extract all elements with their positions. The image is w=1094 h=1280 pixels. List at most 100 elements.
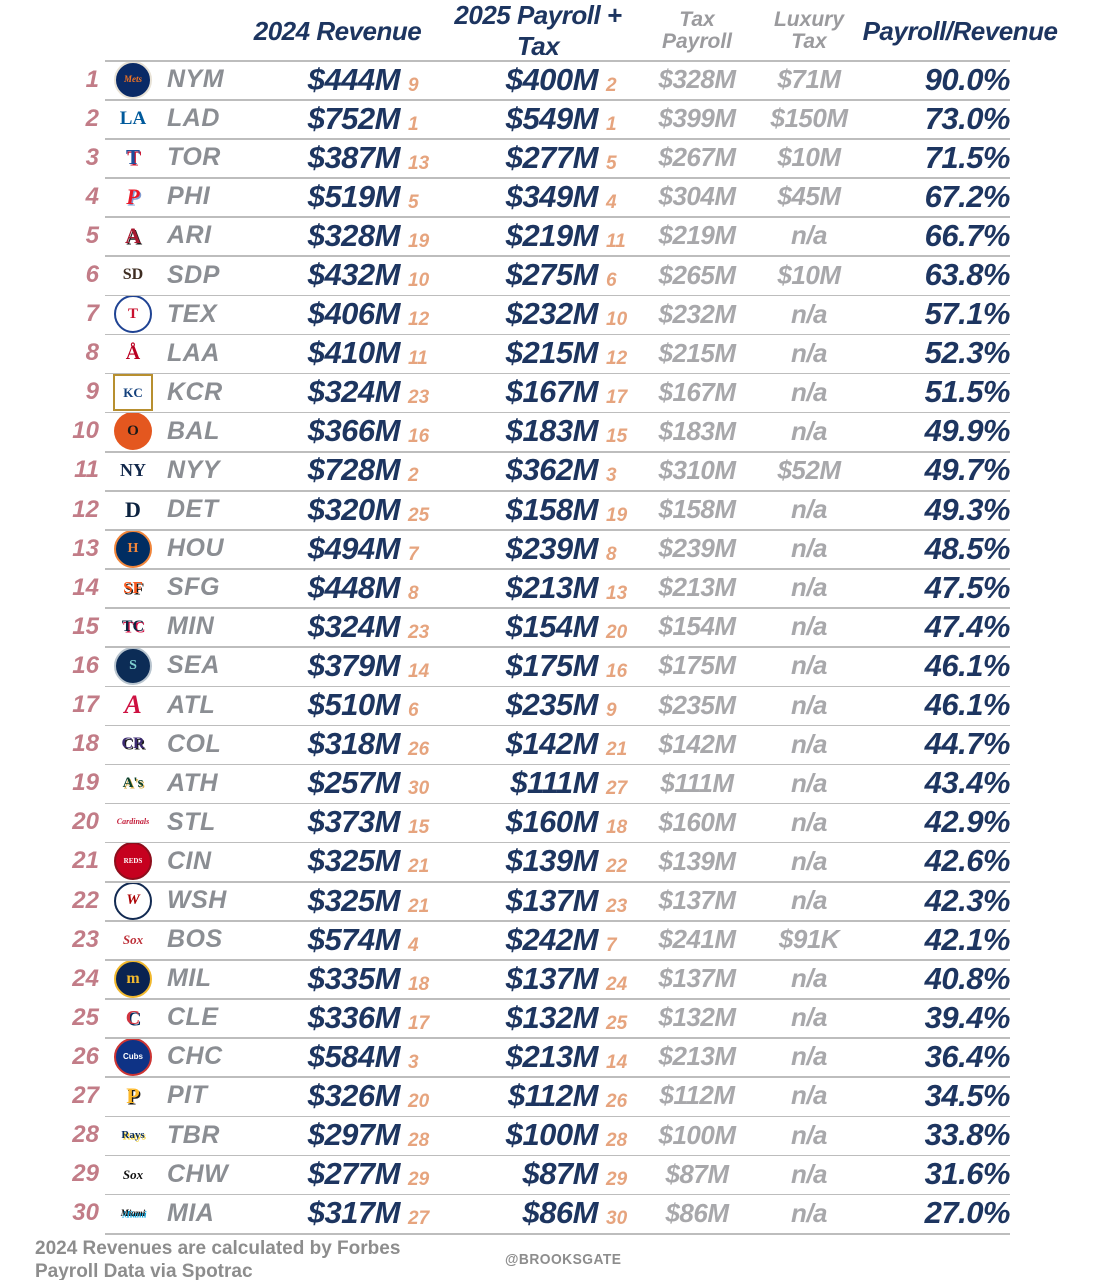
payroll-revenue-ratio: 52.3%: [924, 335, 1011, 371]
table-row: 27 P PIT $326M 20 $112M 26 $112M n/a 34.…: [0, 1076, 1094, 1115]
tax-payroll-value: $213M: [658, 572, 737, 603]
luxury-tax-value: n/a: [790, 1197, 828, 1228]
team-abbreviation: HOU: [167, 534, 225, 563]
rank-number: 13: [72, 534, 99, 562]
table-header-row: 2024 Revenue 2025 Payroll + Tax Tax Payr…: [0, 0, 1094, 61]
team-logo-cell: Cubs: [105, 1037, 161, 1076]
team-logo-hou-icon: H: [114, 529, 152, 568]
team-logo-cell: SD: [105, 257, 161, 294]
tax-payroll-value: $232M: [658, 298, 737, 329]
luxury-tax-value: n/a: [790, 885, 828, 916]
team-logo-cell: Cardinals: [105, 804, 161, 841]
team-abbreviation: SEA: [167, 651, 220, 680]
rank-number: 16: [72, 651, 99, 679]
payroll-rank-subscript: 18: [606, 817, 628, 839]
team-abbreviation: CLE: [167, 1003, 219, 1032]
team-logo-cell: O: [105, 412, 161, 451]
team-logo-cell: A's: [105, 765, 161, 802]
team-logo-cell: REDS: [105, 842, 161, 881]
revenue-rank-subscript: 20: [408, 1090, 430, 1112]
table-row: 14 SF SFG $448M 8 $213M 13 $213M n/a 47.…: [0, 568, 1094, 607]
table-body: 1 Mets NYM $444M 9 $400M 2 $328M $71M 90…: [0, 60, 1094, 1233]
luxury-tax-value: n/a: [790, 1119, 828, 1150]
payroll-value: $219M: [505, 217, 599, 253]
team-abbreviation: MIA: [167, 1198, 215, 1227]
team-logo-cell: P: [105, 178, 161, 215]
team-logo-lad-icon: LA: [119, 108, 147, 130]
rank-number: 2: [85, 104, 99, 132]
team-logo-cell: Å: [105, 335, 161, 372]
payroll-value: $239M: [505, 530, 599, 566]
payroll-rank-subscript: 22: [606, 856, 628, 878]
payroll-value: $158M: [505, 491, 599, 527]
luxury-tax-value: $10M: [777, 142, 841, 173]
team-logo-phi-icon: P: [126, 183, 140, 209]
team-logo-cin-icon: REDS: [114, 842, 152, 881]
revenue-value: $752M: [307, 100, 401, 136]
revenue-value: $317M: [307, 1195, 401, 1231]
payroll-value: $215M: [505, 335, 599, 371]
payroll-revenue-ratio: 36.4%: [924, 1038, 1011, 1074]
team-logo-atl-icon: A: [124, 690, 142, 720]
rank-number: 19: [72, 769, 99, 797]
revenue-rank-subscript: 3: [408, 1051, 419, 1073]
team-abbreviation: MIN: [167, 612, 215, 641]
rank-number: 5: [85, 221, 99, 249]
payroll-value: $175M: [505, 647, 599, 683]
payroll-revenue-ratio: 33.8%: [924, 1117, 1011, 1153]
payroll-revenue-ratio: 63.8%: [924, 257, 1011, 293]
team-logo-cell: CR: [105, 726, 161, 763]
table-row: 13 H HOU $494M 7 $239M 8 $239M n/a 48.5%: [0, 529, 1094, 568]
payroll-revenue-ratio: 49.3%: [924, 491, 1011, 527]
table-row: 29 Sox CHW $277M 29 $87M 29 $87M n/a 31.…: [0, 1154, 1094, 1194]
revenue-value: $584M: [307, 1038, 401, 1074]
payroll-revenue-ratio: 47.4%: [924, 608, 1011, 644]
revenue-value: $320M: [307, 491, 401, 527]
team-logo-ari-icon: A: [125, 222, 141, 248]
team-logo-bal-icon: O: [114, 412, 152, 451]
luxury-tax-value: n/a: [790, 337, 828, 368]
payroll-rank-subscript: 1: [606, 113, 617, 135]
revenue-value: $728M: [307, 452, 401, 488]
luxury-tax-value: n/a: [790, 494, 828, 525]
revenue-rank-subscript: 16: [408, 426, 430, 448]
tax-payroll-value: $265M: [658, 259, 737, 290]
payroll-value: $400M: [505, 61, 599, 97]
payroll-rank-subscript: 25: [606, 1012, 628, 1034]
revenue-value: $432M: [307, 257, 401, 293]
payroll-value: $213M: [505, 569, 599, 605]
team-logo-sfg-icon: SF: [123, 578, 143, 598]
revenue-rank-subscript: 18: [408, 973, 430, 995]
team-logo-cell: KC: [105, 373, 161, 411]
payroll-rank-subscript: 21: [606, 739, 628, 761]
payroll-rank-subscript: 19: [606, 504, 628, 526]
team-abbreviation: TEX: [167, 299, 218, 328]
payroll-rank-subscript: 5: [606, 152, 617, 174]
luxury-tax-value: n/a: [790, 1041, 828, 1072]
payroll-rank-subscript: 2: [606, 74, 617, 96]
team-logo-cell: Mets: [105, 60, 161, 99]
payroll-revenue-ratio: 73.0%: [924, 100, 1011, 136]
tax-payroll-value: $215M: [658, 337, 737, 368]
team-abbreviation: TOR: [167, 143, 221, 172]
tax-payroll-value: $235M: [658, 689, 737, 720]
revenue-value: $387M: [307, 139, 401, 175]
rank-number: 6: [85, 261, 99, 289]
revenue-value: $373M: [307, 804, 401, 840]
team-logo-cell: C: [105, 999, 161, 1036]
payroll-value: $160M: [505, 804, 599, 840]
revenue-value: $324M: [307, 608, 401, 644]
revenue-value: $444M: [307, 61, 401, 97]
revenue-rank-subscript: 14: [408, 660, 430, 682]
tax-payroll-value: $399M: [658, 103, 737, 134]
tax-payroll-value: $87M: [665, 1158, 729, 1189]
team-logo-mia-icon: Miami: [120, 1207, 146, 1218]
payroll-value: $137M: [505, 960, 599, 996]
team-abbreviation: ARI: [167, 221, 212, 250]
rank-number: 28: [72, 1121, 99, 1149]
rank-number: 1: [85, 65, 99, 93]
team-logo-tex-icon: T: [114, 295, 152, 334]
luxury-tax-value: $71M: [777, 64, 841, 95]
luxury-tax-value: n/a: [790, 415, 828, 446]
payroll-rank-subscript: 23: [606, 895, 628, 917]
